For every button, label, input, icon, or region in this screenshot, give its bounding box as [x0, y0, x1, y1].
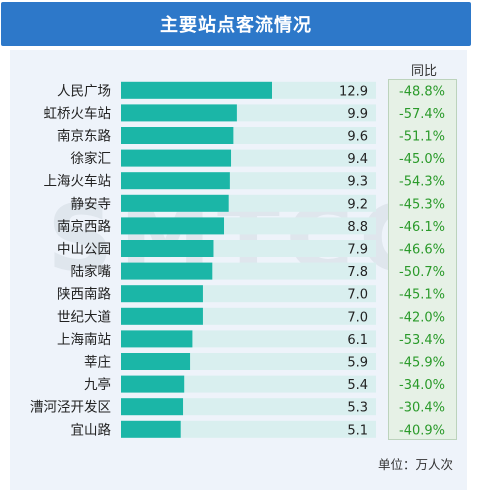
yoy-label: -46.1%	[399, 220, 445, 235]
category-label: 九亭	[84, 376, 111, 393]
value-label: 9.3	[347, 175, 368, 190]
bar	[121, 353, 191, 370]
chart-title: 主要站点客流情况	[1, 2, 471, 46]
value-label: 12.9	[339, 84, 368, 99]
value-label: 9.2	[347, 197, 368, 212]
bar	[121, 172, 230, 190]
yoy-label: -50.7%	[399, 265, 445, 280]
yoy-label: -34.0%	[399, 378, 445, 393]
value-label: 7.9	[347, 243, 368, 258]
category-label: 虹桥火车站	[44, 105, 112, 122]
yoy-label: -51.1%	[399, 130, 445, 145]
yoy-label: -42.0%	[399, 310, 445, 325]
category-label: 徐家汇	[71, 150, 112, 167]
bar	[121, 420, 181, 438]
bar-track	[121, 420, 376, 438]
category-label: 南京东路	[57, 129, 111, 145]
bar	[121, 240, 214, 257]
bar-track	[121, 375, 376, 393]
yoy-label: -57.4%	[399, 107, 445, 122]
value-label: 9.6	[347, 130, 368, 145]
category-label: 陆家嘴	[71, 263, 112, 280]
value-label: 6.1	[347, 333, 368, 348]
category-label: 上海南站	[57, 332, 111, 348]
bar	[121, 81, 272, 99]
yoy-label: -53.4%	[399, 333, 445, 348]
category-label: 上海火车站	[44, 173, 112, 190]
bar	[121, 307, 203, 325]
value-label: 5.4	[347, 378, 368, 393]
value-label: 8.8	[347, 220, 368, 235]
unit-label: 单位：万人次	[377, 457, 453, 472]
category-label: 莘庄	[84, 354, 111, 371]
yoy-label: -30.4%	[399, 401, 445, 416]
bar	[121, 262, 213, 280]
yoy-label: -48.8%	[399, 84, 445, 99]
category-label: 漕河泾开发区	[30, 400, 111, 416]
bar	[121, 217, 225, 235]
category-label: 人民广场	[57, 83, 111, 99]
yoy-label: -45.9%	[399, 356, 445, 371]
category-label: 宜山路	[71, 422, 112, 438]
category-label: 静安寺	[71, 196, 112, 212]
yoy-column	[388, 79, 457, 440]
bar	[121, 398, 184, 416]
yoy-label: -45.1%	[399, 288, 445, 303]
bar	[121, 330, 193, 348]
value-label: 5.3	[347, 401, 368, 416]
yoy-label: -45.0%	[399, 152, 445, 167]
bar	[121, 375, 185, 393]
value-label: 7.0	[347, 288, 368, 303]
value-label: 9.9	[347, 107, 368, 122]
value-label: 7.0	[347, 310, 368, 325]
bar	[121, 285, 203, 303]
value-label: 7.8	[347, 265, 368, 280]
value-label: 5.1	[347, 423, 368, 438]
yoy-label: -54.3%	[399, 175, 445, 190]
bar	[121, 127, 234, 144]
yoy-label: -40.9%	[399, 423, 445, 438]
bar	[121, 194, 229, 212]
category-label: 南京西路	[57, 219, 111, 235]
value-label: 5.9	[347, 356, 368, 371]
category-label: 陕西南路	[57, 287, 111, 303]
value-label: 9.4	[347, 152, 368, 167]
category-label: 世纪大道	[57, 309, 111, 325]
yoy-label: -46.6%	[399, 243, 445, 258]
yoy-label: -45.3%	[399, 197, 445, 212]
yoy-header: 同比	[410, 64, 437, 79]
bar	[121, 149, 232, 167]
bar-track	[121, 398, 376, 416]
category-label: 中山公园	[57, 242, 111, 258]
bar	[121, 104, 237, 122]
